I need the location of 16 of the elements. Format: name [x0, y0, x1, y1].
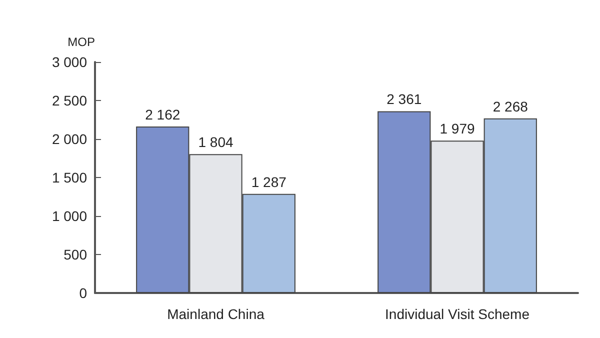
- data-label: 2 361: [386, 91, 422, 108]
- y-tick-label: 500: [64, 246, 88, 262]
- x-tick-label: Individual Visit Scheme: [385, 306, 530, 322]
- data-label: 1 287: [251, 174, 287, 190]
- y-tick-label: 3 000: [52, 54, 88, 70]
- data-label: 1 804: [198, 134, 234, 150]
- data-label: 2 268: [492, 98, 528, 114]
- data-label: 2 162: [145, 106, 180, 123]
- y-tick-label: 0: [79, 285, 88, 301]
- y-tick-label: 1 500: [52, 170, 88, 186]
- y-axis-title: MOP: [68, 35, 95, 49]
- data-label: 1 979: [440, 120, 475, 137]
- y-tick-label: 1 000: [52, 208, 88, 224]
- y-tick-label: 2 500: [52, 92, 88, 108]
- x-tick-label: Mainland China: [167, 306, 265, 322]
- y-tick-label: 2 000: [52, 131, 88, 147]
